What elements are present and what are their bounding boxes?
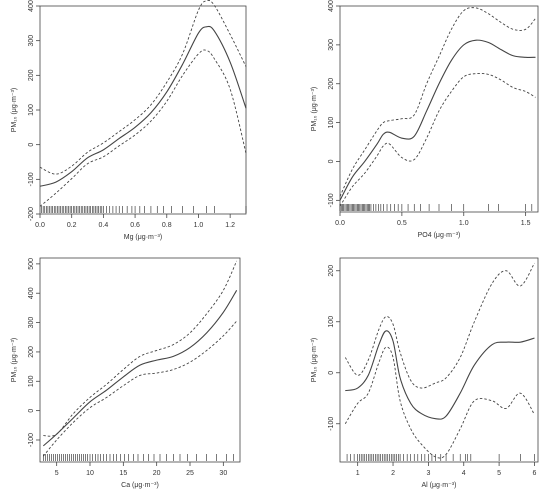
panel-ca: 5 10 15 20 25 30 -100 0 100 200 300 400 500 Ca (μg·m⁻… [11,257,241,489]
fitted-curve [339,39,536,201]
y-tick-label: -100 [28,172,35,186]
y-tick-label: 100 [28,375,35,387]
y-tick-label: 100 [328,316,335,328]
fitted-curve [345,330,535,420]
panel-al: 1 2 3 4 5 6 -100 0 100 200 Al (μg·m⁻³) PM₁₀ (μg·m⁻³… [311,257,539,489]
plot-frame [39,5,247,215]
x-tick-label: 1 [356,470,360,477]
x-tick-label: 5 [55,470,59,477]
x-axis-title: PO4 (μg·m⁻³) [418,232,461,239]
y-tick-label: 100 [328,117,335,129]
x-tick-label: 30 [219,470,227,477]
plot-frame [339,257,539,463]
x-tick-label: 5 [497,470,501,477]
y-axis-title: PM₁₀ (μg·m⁻³) [11,338,18,383]
y-tick-label: 200 [28,69,35,81]
fitted-curve [39,25,247,187]
y-tick-label: 0 [28,409,35,413]
y-tick-label: 500 [28,258,35,270]
plot-frame [39,257,241,463]
plot-frame [339,5,539,213]
y-tick-label: -200 [28,207,35,221]
upper-confidence-band [39,0,247,175]
y-tick-label: 0 [328,159,335,163]
y-tick-label: -100 [328,193,335,207]
lower-confidence-band [344,346,535,459]
fitted-curve [42,290,238,447]
y-tick-label: 300 [28,35,35,47]
y-axis-title: PM₁₀ (μg·m⁻³) [311,338,318,383]
y-tick-label: 0 [328,371,335,375]
lower-confidence-band [39,49,247,207]
x-axis-title: Al (μg·m⁻³) [422,482,457,489]
x-tick-label: 4 [462,470,466,477]
x-tick-label: 0.5 [397,220,407,227]
panel-mg: 0.0 0.2 0.4 0.6 0.8 1.0 1.2 -200 -100 0 100 200 300 4… [11,0,247,241]
y-tick-label: 400 [28,287,35,299]
x-axis-title: Mg (μg·m⁻³) [124,234,162,241]
y-tick-label: 100 [28,104,35,116]
y-axis-title: PM₁₀ (μg·m⁻³) [311,87,318,132]
y-tick-label: 300 [28,317,35,329]
y-tick-label: -100 [328,417,335,431]
x-tick-label: 0.0 [35,222,45,229]
x-tick-label: 1.0 [459,220,469,227]
x-tick-label: 20 [153,470,161,477]
x-tick-label: 0.8 [162,222,172,229]
upper-confidence-band [43,260,238,437]
x-tick-label: 1.0 [194,222,204,229]
lower-confidence-band [339,72,536,207]
x-tick-label: 3 [426,470,430,477]
panel-po4: 0.0 0.5 1.0 1.5 -100 0 100 200 300 400 PO4 (μg·m⁻³… [311,0,539,239]
lower-confidence-band [42,320,238,457]
x-tick-label: 6 [533,470,537,477]
y-tick-label: 200 [328,265,335,277]
x-tick-label: 0.0 [335,220,345,227]
x-tick-label: 15 [119,470,127,477]
x-tick-label: 2 [391,470,395,477]
y-tick-label: 400 [328,0,335,12]
upper-confidence-band [344,262,535,389]
x-tick-label: 10 [86,470,94,477]
y-tick-label: 400 [28,0,35,12]
x-axis-title: Ca (μg·m⁻³) [121,482,159,489]
y-tick-label: 300 [328,39,335,51]
y-tick-label: 200 [28,346,35,358]
x-tick-label: 0.4 [99,222,109,229]
x-tick-label: 1.5 [521,220,531,227]
x-tick-label: 1.2 [225,222,235,229]
y-tick-label: -100 [28,433,35,447]
x-tick-label: 25 [186,470,194,477]
x-tick-label: 0.2 [67,222,77,229]
y-tick-label: 0 [28,143,35,147]
y-axis-title: PM₁₀ (μg·m⁻³) [11,88,18,133]
upper-confidence-band [339,7,536,197]
x-tick-label: 0.6 [130,222,140,229]
y-tick-label: 200 [328,78,335,90]
